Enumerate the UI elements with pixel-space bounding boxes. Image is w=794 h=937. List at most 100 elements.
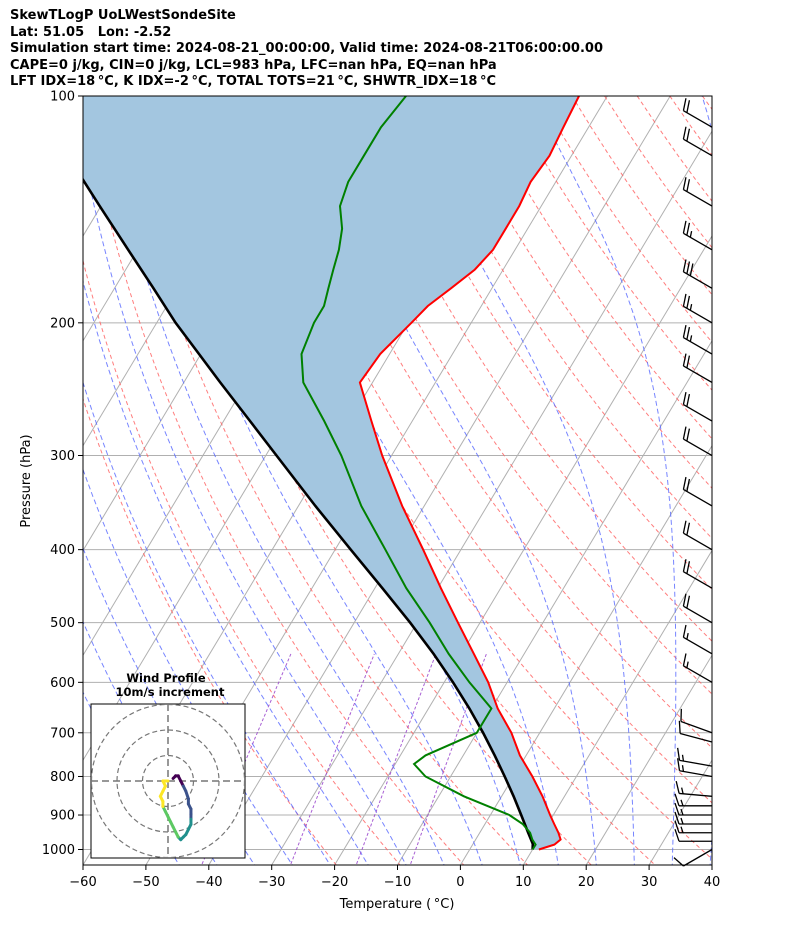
wind-barb bbox=[682, 177, 713, 207]
barb-flag bbox=[674, 802, 680, 816]
wind-barb bbox=[682, 559, 713, 589]
mixing-ratio-line bbox=[409, 653, 487, 865]
barb-flag bbox=[686, 128, 691, 142]
hodograph bbox=[91, 704, 245, 858]
barb-half-flag bbox=[689, 230, 693, 238]
barb-flag bbox=[682, 259, 687, 272]
barb-flag bbox=[677, 747, 681, 761]
barb-half-flag bbox=[680, 808, 684, 816]
barb-flag bbox=[682, 653, 687, 666]
y-tick-label: 100 bbox=[50, 90, 75, 105]
barb-flag bbox=[674, 829, 680, 842]
wind-barb bbox=[682, 324, 713, 355]
wind-barb bbox=[678, 720, 713, 743]
wind-barb bbox=[682, 520, 713, 551]
barb-flag bbox=[682, 98, 687, 111]
y-tick-label: 1000 bbox=[42, 843, 75, 858]
index-line: LFT IDX=18 °C, K IDX=-2 °C, TOTAL TOTS=2… bbox=[10, 74, 497, 89]
barb-half-flag bbox=[680, 799, 684, 807]
dry-adiabat bbox=[310, 96, 712, 695]
barb-flag bbox=[682, 426, 687, 440]
wind-barb bbox=[682, 593, 713, 624]
wind-barb bbox=[682, 220, 713, 251]
moist-adiabat bbox=[83, 468, 293, 865]
barb-shaft bbox=[683, 605, 713, 624]
dry-adiabat bbox=[701, 96, 712, 111]
barb-shaft bbox=[683, 189, 713, 207]
dry-adiabat bbox=[735, 96, 794, 869]
inset-title: Wind Profile bbox=[126, 671, 206, 685]
x-tick-label: −40 bbox=[195, 875, 222, 890]
y-axis-label: Pressure (hPa) bbox=[19, 434, 34, 527]
barb-flag bbox=[682, 624, 687, 638]
wind-barb bbox=[680, 708, 713, 734]
isotherm-line bbox=[208, 96, 671, 865]
barb-flag bbox=[686, 100, 691, 113]
barb-flag bbox=[686, 326, 691, 340]
barb-flag bbox=[682, 353, 687, 367]
y-tick-label: 500 bbox=[50, 616, 75, 631]
x-tick-label: 40 bbox=[704, 875, 721, 890]
wind-barb bbox=[682, 392, 713, 422]
barb-flag bbox=[682, 476, 687, 490]
wind-barb bbox=[682, 624, 713, 655]
barb-flag bbox=[686, 522, 691, 536]
barb-shaft bbox=[683, 403, 713, 422]
isotherm-line bbox=[271, 130, 712, 865]
dry-adiabat bbox=[278, 96, 712, 749]
moist-adiabat bbox=[83, 380, 331, 865]
barb-flag bbox=[686, 428, 691, 442]
x-axis-ticks: −60 −50 −40 −30 −20 −10 0 10 20 30 40 bbox=[69, 865, 720, 890]
barb-shaft bbox=[683, 665, 713, 683]
barb-flag bbox=[686, 295, 691, 309]
wind-barb bbox=[674, 802, 712, 816]
barb-half-flag bbox=[681, 754, 685, 762]
barb-half-flag bbox=[681, 787, 684, 794]
barb-flag bbox=[686, 478, 691, 492]
barb-half-flag bbox=[689, 303, 693, 311]
barb-flag bbox=[674, 820, 680, 833]
chart-header: SkewTLogP UoLWestSondeSite Lat: 51.05 Lon… bbox=[10, 8, 603, 91]
barb-half-flag bbox=[689, 335, 693, 342]
barb-shaft bbox=[680, 720, 713, 734]
wind-barb bbox=[682, 476, 713, 507]
barb-flag bbox=[682, 324, 687, 338]
wind-barb bbox=[674, 793, 712, 807]
isotherm-line bbox=[585, 654, 712, 865]
isotherm-line bbox=[711, 864, 712, 865]
isotherm-line bbox=[459, 444, 712, 865]
y-tick-label: 200 bbox=[50, 316, 75, 331]
dry-adiabat bbox=[115, 96, 529, 865]
moist-adiabat bbox=[83, 620, 218, 865]
wind-barb bbox=[675, 780, 713, 797]
x-tick-label: 30 bbox=[641, 875, 658, 890]
isotherm-line bbox=[83, 96, 168, 237]
wind-barb bbox=[682, 98, 713, 128]
dry-adiabat bbox=[539, 96, 712, 343]
wind-barb bbox=[682, 653, 713, 683]
location-line: Lat: 51.05 Lon: -2.52 bbox=[10, 24, 172, 40]
barb-shaft bbox=[683, 271, 713, 289]
barb-shaft bbox=[679, 759, 713, 767]
moist-adiabat bbox=[232, 96, 559, 865]
mixing-ratio-line bbox=[289, 653, 375, 865]
hodograph-ring bbox=[91, 704, 245, 858]
barb-flag bbox=[686, 561, 691, 574]
dry-adiabat bbox=[83, 397, 337, 865]
wind-barb bbox=[682, 293, 713, 324]
y-tick-label: 900 bbox=[50, 809, 75, 824]
barb-shaft bbox=[683, 532, 713, 551]
barb-half-flag bbox=[680, 817, 684, 825]
isotherm-line bbox=[334, 235, 712, 865]
barb-half-flag bbox=[680, 826, 684, 833]
barb-flag bbox=[686, 261, 691, 274]
wind-barb bbox=[682, 259, 713, 289]
dry-adiabat bbox=[408, 96, 712, 540]
barb-shaft bbox=[683, 438, 713, 457]
wind-barb bbox=[674, 811, 712, 825]
wind-barb bbox=[682, 426, 713, 457]
wind-barb bbox=[674, 829, 712, 842]
barb-shaft bbox=[683, 232, 713, 251]
x-tick-label: −10 bbox=[384, 875, 411, 890]
dry-adiabat bbox=[441, 96, 712, 489]
